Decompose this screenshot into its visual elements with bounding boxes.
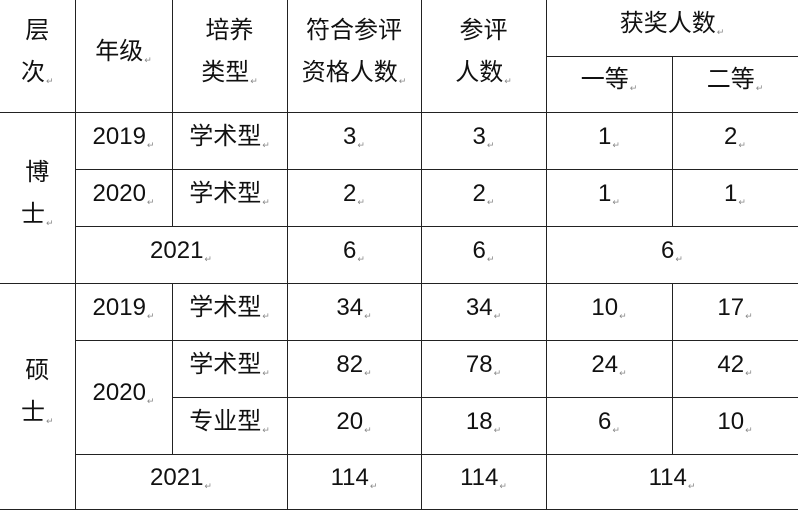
table-row: 2021 114 114 114 bbox=[0, 453, 798, 510]
table-row: 博 士 2019 学术型 3 3 1 2 bbox=[0, 111, 798, 284]
header-second: 二等 bbox=[671, 55, 798, 113]
table-row: 2021 6 6 6 bbox=[0, 225, 798, 284]
first-cell: 1 bbox=[545, 111, 673, 170]
header-grade: 年级 bbox=[74, 0, 173, 113]
level-phd: 博 士 bbox=[0, 111, 76, 284]
participants-cell: 78 bbox=[420, 339, 547, 398]
first-cell: 10 bbox=[545, 282, 673, 341]
first-cell: 6 bbox=[545, 396, 673, 455]
awards-cell: 6 bbox=[545, 225, 798, 284]
participants-cell: 3 bbox=[420, 111, 547, 170]
table-row: 专业型 20 18 6 10 bbox=[0, 396, 798, 455]
grade-cell: 2019 bbox=[74, 111, 173, 170]
table-row: 硕 士 2019 学术型 34 34 10 17 bbox=[0, 282, 798, 510]
header-awards: 获奖人数 bbox=[545, 0, 798, 57]
participants-cell: 34 bbox=[420, 282, 547, 341]
participants-cell: 114 bbox=[420, 453, 547, 510]
type-cell: 学术型 bbox=[171, 111, 288, 170]
header-first: 一等 bbox=[546, 55, 673, 113]
second-cell: 10 bbox=[671, 396, 798, 455]
eligible-cell: 82 bbox=[286, 339, 422, 398]
eligible-cell: 114 bbox=[286, 453, 422, 510]
second-cell: 2 bbox=[671, 111, 798, 170]
eligible-cell: 2 bbox=[286, 168, 422, 227]
grade-cell: 2021 bbox=[75, 225, 288, 284]
eligible-cell: 34 bbox=[286, 282, 422, 341]
grade-cell: 2020 bbox=[75, 339, 173, 455]
first-cell: 24 bbox=[545, 339, 673, 398]
second-cell: 42 bbox=[671, 339, 798, 398]
participants-cell: 6 bbox=[420, 225, 547, 284]
participants-cell: 18 bbox=[420, 396, 547, 455]
eligible-cell: 20 bbox=[286, 396, 422, 455]
table-row: 2020 学术型 2 2 1 1 bbox=[0, 168, 798, 227]
eligible-cell: 3 bbox=[286, 111, 422, 170]
second-cell: 1 bbox=[671, 168, 798, 227]
type-cell: 学术型 bbox=[171, 282, 288, 341]
header-type: 培养 类型 bbox=[171, 0, 288, 113]
header-eligible: 符合参评 资格人数 bbox=[286, 0, 422, 113]
participants-cell: 2 bbox=[420, 168, 547, 227]
eligible-cell: 6 bbox=[286, 225, 422, 284]
second-cell: 17 bbox=[671, 282, 798, 341]
grade-cell: 2021 bbox=[75, 453, 288, 510]
level-master: 硕 士 bbox=[0, 282, 76, 510]
table-row: 2020 学术型 82 78 24 42 bbox=[0, 339, 798, 455]
type-cell: 专业型 bbox=[172, 396, 288, 455]
awards-cell: 114 bbox=[545, 453, 798, 510]
first-cell: 1 bbox=[545, 168, 673, 227]
header-level: 层 次 bbox=[0, 0, 76, 113]
type-cell: 学术型 bbox=[171, 339, 288, 398]
grade-cell: 2020 bbox=[75, 168, 173, 227]
type-cell: 学术型 bbox=[171, 168, 288, 227]
grade-cell: 2019 bbox=[74, 282, 173, 341]
header-participants: 参评 人数 bbox=[420, 0, 547, 113]
